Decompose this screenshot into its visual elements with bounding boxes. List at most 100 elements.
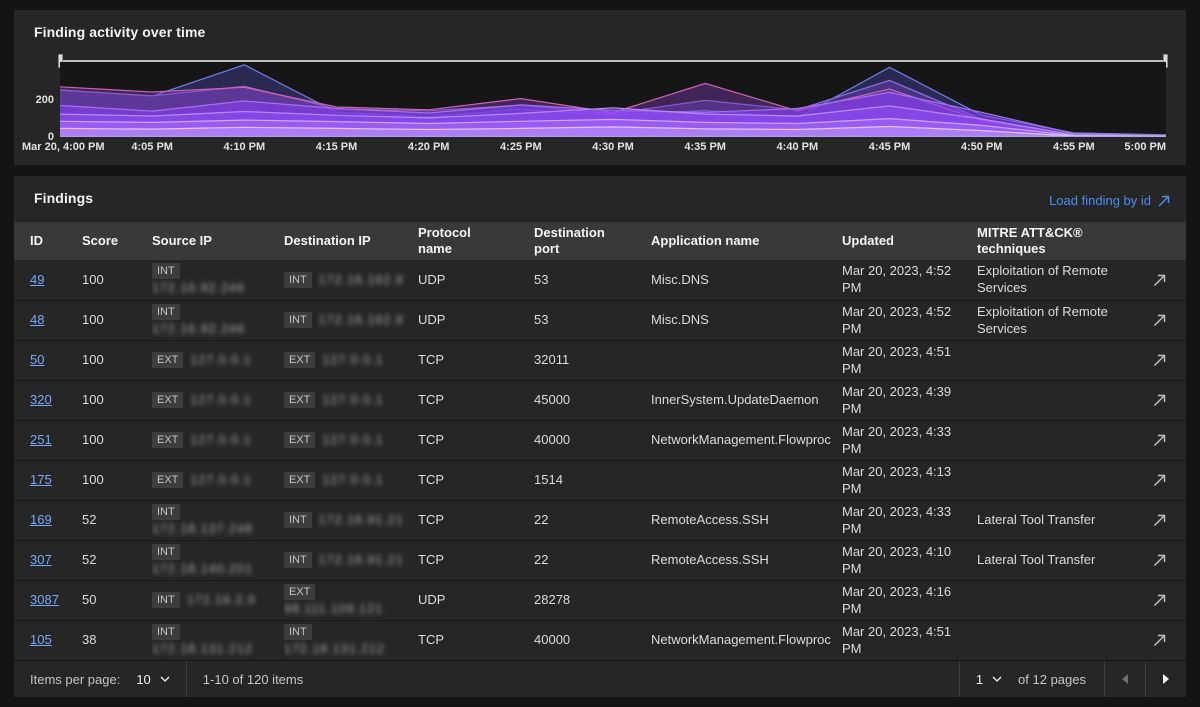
destination-port-cell: 22: [534, 512, 651, 529]
page-number-value: 1: [976, 672, 983, 687]
destination-port-cell: 45000: [534, 392, 651, 409]
destination-ip-cell: INT172.18.131.212: [284, 624, 418, 658]
open-finding-icon[interactable]: [1153, 394, 1166, 407]
application-name-cell: NetworkManagement.Flowproc: [651, 632, 842, 649]
findings-table-body: 49100INT172.16.92.246INT172.16.162.9UDP5…: [14, 260, 1186, 660]
destination-ip-cell: INT172.16.162.9: [284, 312, 418, 329]
open-finding-icon[interactable]: [1153, 594, 1166, 607]
destination-ip-cell: INT172.16.91.21: [284, 552, 418, 569]
zone-tag: INT: [152, 624, 180, 640]
destination-ip-cell: INT172.16.162.9: [284, 272, 418, 289]
score-cell: 52: [82, 512, 152, 529]
page-size-value: 10: [136, 672, 150, 687]
zone-tag: INT: [152, 304, 180, 320]
updated-cell: Mar 20, 2023, 4:10 PM: [842, 544, 977, 578]
score-cell: 38: [82, 632, 152, 649]
updated-cell: Mar 20, 2023, 4:13 PM: [842, 464, 977, 498]
source-ip-cell: INT172.16.92.246: [152, 304, 284, 338]
y-axis-tick-200: 200: [16, 94, 54, 106]
application-name-cell: Misc.DNS: [651, 312, 842, 329]
column-header-protocol-name: Protocol name: [418, 225, 534, 256]
x-axis-tick: 5:00 PM: [1124, 141, 1166, 153]
row-action-cell: [1134, 514, 1186, 527]
redacted-ip: 172.18.140.201: [152, 562, 253, 576]
source-ip-cell: INT172.16.2.9: [152, 592, 284, 609]
zone-tag: INT: [284, 272, 312, 288]
row-action-cell: [1134, 354, 1186, 367]
source-ip-cell: INT172.18.137.248: [152, 504, 284, 538]
finding-id-link[interactable]: 49: [30, 272, 44, 287]
finding-id-link[interactable]: 175: [30, 472, 52, 487]
finding-id-link[interactable]: 105: [30, 632, 52, 647]
source-ip-cell: INT172.16.92.246: [152, 263, 284, 297]
finding-id-link[interactable]: 50: [30, 352, 44, 367]
destination-ip-cell: EXT127.0.0.1: [284, 392, 418, 409]
x-axis-tick: 4:30 PM: [592, 141, 634, 153]
redacted-ip: 172.18.137.248: [152, 522, 253, 536]
next-page-button[interactable]: [1146, 661, 1186, 697]
finding-id-link[interactable]: 320: [30, 392, 52, 407]
open-finding-icon[interactable]: [1153, 514, 1166, 527]
findings-title: Findings: [34, 190, 93, 206]
open-finding-icon[interactable]: [1153, 474, 1166, 487]
finding-id-link[interactable]: 3087: [30, 592, 59, 607]
open-finding-icon[interactable]: [1153, 274, 1166, 287]
page-count-text: of 12 pages: [1018, 661, 1104, 697]
finding-id-link[interactable]: 169: [30, 512, 52, 527]
x-axis-tick: 4:35 PM: [684, 141, 726, 153]
zone-tag: EXT: [284, 432, 315, 448]
row-action-cell: [1134, 554, 1186, 567]
column-header-application-name: Application name: [651, 233, 842, 249]
x-axis-tick: 4:55 PM: [1053, 141, 1095, 153]
zone-tag: EXT: [152, 352, 183, 368]
load-finding-by-id-link[interactable]: Load finding by id: [1049, 193, 1170, 208]
application-name-cell: RemoteAccess.SSH: [651, 552, 842, 569]
source-ip-cell: EXT 127.0.0.1: [152, 352, 284, 369]
destination-ip-cell: EXT127.0.0.1: [284, 472, 418, 489]
open-finding-icon[interactable]: [1153, 434, 1166, 447]
score-cell: 100: [82, 392, 152, 409]
x-axis-tick: 4:10 PM: [224, 141, 266, 153]
row-action-cell: [1134, 634, 1186, 647]
destination-port-cell: 40000: [534, 632, 651, 649]
caret-left-icon: [1122, 674, 1128, 684]
source-ip-cell: EXT127.0.0.1: [152, 432, 284, 449]
page-size-select[interactable]: 10: [120, 661, 185, 697]
zone-tag: INT: [152, 592, 180, 608]
open-finding-icon[interactable]: [1153, 634, 1166, 647]
open-finding-icon[interactable]: [1153, 314, 1166, 327]
destination-port-cell: 1514: [534, 472, 651, 489]
redacted-ip: 127.0.0.1: [322, 433, 383, 447]
open-finding-icon[interactable]: [1153, 354, 1166, 367]
redacted-ip: 172.16.162.9: [319, 313, 404, 327]
x-axis-tick: 4:40 PM: [777, 141, 819, 153]
redacted-ip: 127.0.0.1: [190, 353, 251, 367]
zone-tag: INT: [152, 544, 180, 560]
updated-cell: Mar 20, 2023, 4:33 PM: [842, 504, 977, 538]
finding-id-link[interactable]: 251: [30, 432, 52, 447]
launch-icon: [1158, 195, 1170, 207]
source-ip-cell: EXT127.0.0.1: [152, 472, 284, 489]
column-header-id: ID: [30, 233, 82, 249]
finding-row: 320100EXT127.0.0.1EXT127.0.0.1TCP45000In…: [14, 380, 1186, 420]
finding-row: 50100EXT127.0.0.1EXT127.0.0.1TCP32011Mar…: [14, 340, 1186, 380]
column-header-destination-port: Destination port: [534, 225, 651, 256]
open-finding-icon[interactable]: [1153, 554, 1166, 567]
finding-id-link[interactable]: 48: [30, 312, 44, 327]
score-cell: 100: [82, 352, 152, 369]
destination-port-cell: 40000: [534, 432, 651, 449]
row-action-cell: [1134, 434, 1186, 447]
protocol-cell: TCP: [418, 352, 534, 369]
score-cell: 100: [82, 472, 152, 489]
mitre-techniques-cell: Lateral Tool Transfer: [977, 552, 1134, 569]
table-header-row: IDScoreSource IPDestination IPProtocol n…: [14, 222, 1186, 260]
id-cell: 3087: [30, 592, 82, 609]
redacted-ip: 127.0.0.1: [190, 393, 251, 407]
finding-id-link[interactable]: 307: [30, 552, 52, 567]
page-number-select[interactable]: 1: [960, 661, 1018, 697]
items-per-page-label: Items per page:: [14, 661, 120, 697]
finding-activity-card: Finding activity over time 200 0 Mar 20,…: [14, 10, 1186, 165]
previous-page-button[interactable]: [1105, 661, 1145, 697]
application-name-cell: Misc.DNS: [651, 272, 842, 289]
x-axis-tick: 4:05 PM: [131, 141, 173, 153]
